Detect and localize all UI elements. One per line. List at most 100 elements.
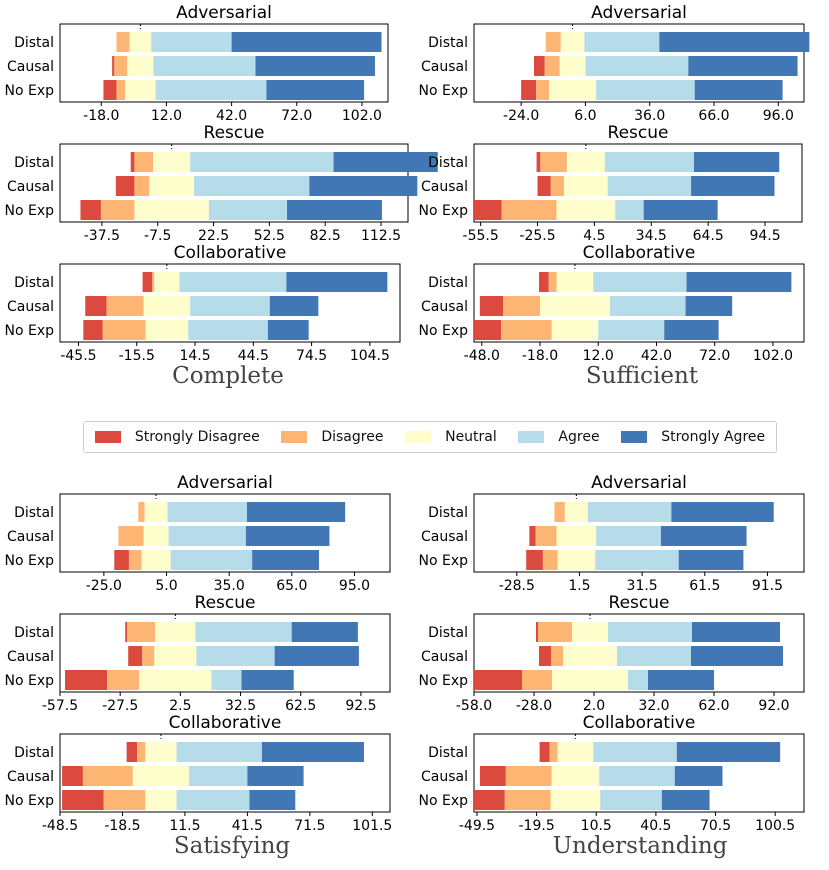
category-label: Causal <box>7 649 54 665</box>
bar-causal-strongly-disagree <box>115 176 135 196</box>
bar-no-exp-strongly-disagree <box>65 670 108 690</box>
category-label: No Exp <box>418 203 468 219</box>
bar-distal-strongly-agree <box>686 272 792 292</box>
bar-no-exp-disagree <box>107 670 140 690</box>
x-tick-label: 32.0 <box>638 698 669 714</box>
bar-no-exp-strongly-agree <box>252 550 319 570</box>
panel-satisfying-rescue: Rescue Distal Causal No Exp -57.5 -27.5 2.5 32.… <box>4 593 391 714</box>
bar-no-exp-agree <box>176 790 250 810</box>
category-label: Causal <box>7 529 54 545</box>
x-tick-label: 31.5 <box>627 578 658 594</box>
bar-distal-strongly-agree <box>291 622 358 642</box>
legend-label: Strongly Disagree <box>134 429 260 445</box>
x-tick-label: -18.5 <box>104 818 140 834</box>
category-label: No Exp <box>4 553 54 569</box>
x-tick-label: -18.0 <box>522 348 558 364</box>
panel-complete-collaborative: Collaborative Distal Causal No Exp -45.5 -15.… <box>4 243 401 364</box>
bar-no-exp-neutral <box>556 200 616 220</box>
bar-distal-strongly-disagree <box>539 272 549 292</box>
bar-no-exp-neutral <box>552 670 628 690</box>
bar-causal-disagree <box>535 526 557 546</box>
plot-frame <box>59 613 391 693</box>
x-tick-label: 66.0 <box>698 108 729 124</box>
category-label: Distal <box>428 625 468 641</box>
bar-no-exp-strongly-disagree <box>103 80 117 100</box>
group-title-understanding: Understanding <box>552 833 728 859</box>
bar-distal-agree <box>593 742 677 762</box>
bar-no-exp-strongly-agree <box>267 320 309 340</box>
panel-title: Rescue <box>608 123 669 143</box>
bar-causal-strongly-agree <box>691 646 783 666</box>
bar-causal-disagree <box>551 646 563 666</box>
bar-distal-disagree <box>548 272 557 292</box>
x-tick-label: -25.0 <box>86 578 122 594</box>
panel-sufficient-collaborative: Collaborative Distal Causal No Exp -48.0 -18.… <box>418 243 805 364</box>
panel-complete-adversarial: Adversarial Distal Causal No Exp -18.0 12.0 42… <box>4 3 389 124</box>
bar-causal-disagree <box>134 176 150 196</box>
panel-title: Rescue <box>609 593 670 613</box>
bar-no-exp-neutral <box>551 320 599 340</box>
bar-distal-strongly-disagree <box>126 742 138 762</box>
bar-distal-strongly-agree <box>676 742 781 762</box>
x-tick-label: -55.5 <box>463 228 499 244</box>
bar-distal-neutral <box>560 32 585 52</box>
category-label: No Exp <box>418 793 468 809</box>
bar-distal-strongly-agree <box>231 32 382 52</box>
category-label: Distal <box>428 35 468 51</box>
bar-distal-strongly-agree <box>261 742 364 762</box>
bar-distal-strongly-disagree <box>125 622 128 642</box>
plot-frame <box>59 493 391 573</box>
x-tick-label: 42.0 <box>216 108 247 124</box>
category-label: Distal <box>14 35 54 51</box>
bar-causal-strongly-agree <box>245 526 330 546</box>
bar-distal-neutral <box>572 622 608 642</box>
bar-no-exp-agree <box>595 550 679 570</box>
bar-causal-strongly-disagree <box>128 646 143 666</box>
legend-label: Disagree <box>321 429 384 445</box>
bar-no-exp-neutral <box>141 550 171 570</box>
bar-distal-disagree <box>549 742 558 762</box>
bar-no-exp-neutral <box>134 200 209 220</box>
bar-no-exp-agree <box>155 80 267 100</box>
bar-distal-neutral <box>564 502 588 522</box>
x-tick-label: 61.5 <box>689 578 720 594</box>
x-tick-label: 102.0 <box>753 348 793 364</box>
category-label: Distal <box>428 275 468 291</box>
bar-causal-neutral <box>127 56 154 76</box>
x-tick-label: 65.0 <box>276 578 307 594</box>
plot-frame <box>59 733 391 813</box>
bar-distal-neutral <box>153 152 191 172</box>
bar-no-exp-agree <box>615 200 644 220</box>
panel-title: Collaborative <box>583 243 696 263</box>
x-tick-label: 82.5 <box>310 228 341 244</box>
bar-distal-strongly-agree <box>333 152 438 172</box>
category-label: Distal <box>14 275 54 291</box>
category-label: No Exp <box>4 673 54 689</box>
x-tick-label: -27.5 <box>102 698 138 714</box>
bar-no-exp-agree <box>170 550 253 570</box>
x-tick-label: 41.5 <box>232 818 263 834</box>
x-tick-label: -48.0 <box>464 348 500 364</box>
bar-distal-agree <box>195 622 292 642</box>
x-tick-label: 104.5 <box>350 348 390 364</box>
bar-causal-disagree <box>114 56 128 76</box>
bar-distal-neutral <box>144 502 168 522</box>
bar-distal-strongly-agree <box>671 502 774 522</box>
x-tick-label: -15.5 <box>119 348 155 364</box>
x-tick-label: 44.5 <box>238 348 269 364</box>
bar-causal-agree <box>196 646 275 666</box>
bar-causal-neutral <box>551 766 600 786</box>
panel-title: Adversarial <box>591 473 687 493</box>
x-tick-label: -58.0 <box>456 698 492 714</box>
legend-item-agree: Agree <box>518 429 600 445</box>
bar-distal-neutral <box>154 272 180 292</box>
bar-no-exp-strongly-agree <box>694 80 783 100</box>
x-tick-label: 34.5 <box>636 228 667 244</box>
bar-causal-agree <box>607 176 692 196</box>
bar-no-exp-disagree <box>542 550 558 570</box>
category-label: Causal <box>421 179 468 195</box>
x-tick-label: 42.0 <box>641 348 672 364</box>
x-tick-label: 74.5 <box>296 348 327 364</box>
category-label: No Exp <box>418 83 468 99</box>
category-label: Distal <box>14 625 54 641</box>
